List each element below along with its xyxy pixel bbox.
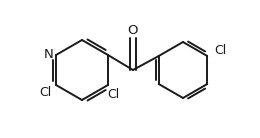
Text: Cl: Cl <box>214 43 226 56</box>
Text: O: O <box>128 23 138 36</box>
Text: Cl: Cl <box>39 86 51 99</box>
Text: Cl: Cl <box>107 87 119 100</box>
Text: N: N <box>44 47 54 60</box>
